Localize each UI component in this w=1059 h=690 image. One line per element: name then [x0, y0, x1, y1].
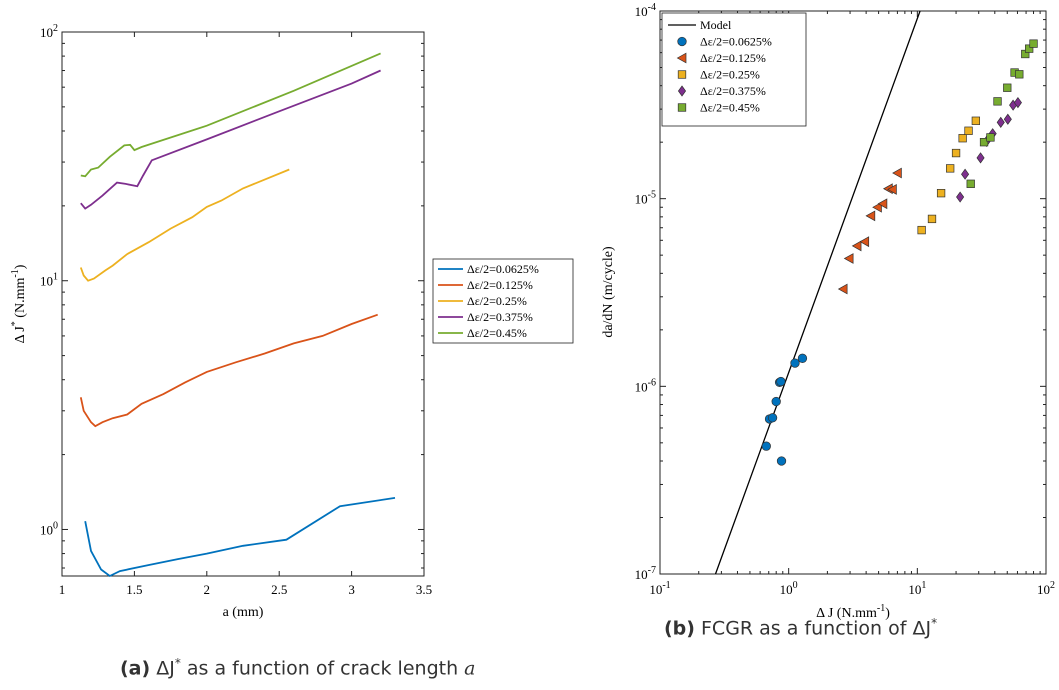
series-line-a-2	[79, 168, 290, 282]
caption-b-label: (b)	[664, 617, 695, 640]
x-tick-label-a: 2	[204, 582, 211, 597]
legend-entry-b: Δε/2=0.25%	[700, 68, 760, 82]
data-point-b-4	[1015, 70, 1024, 79]
y-tick-label-b: 10-6	[635, 377, 656, 394]
data-point-b-4	[1025, 44, 1034, 53]
data-point-b-0	[761, 441, 771, 451]
legend-entry-a: Δε/2=0.45%	[467, 326, 527, 340]
data-point-b-0	[767, 413, 778, 423]
data-point-b-3	[956, 191, 965, 203]
caption-a: (a) ΔJ* as a function of crack length a	[120, 656, 476, 680]
data-point-b-1	[865, 210, 876, 222]
legend-entry-b: Δε/2=0.375%	[700, 84, 766, 98]
series-line-a-3	[80, 69, 381, 210]
data-point-b-1	[872, 201, 882, 213]
x-tick-label-a: 3	[348, 582, 355, 597]
legend-entry-a: Δε/2=0.0625%	[467, 262, 539, 276]
data-point-b-1	[851, 240, 862, 252]
data-point-b-2	[946, 164, 955, 173]
y-tick-label-b: 10-7	[635, 565, 656, 582]
x-tick-label-b: 10-1	[649, 580, 670, 597]
data-point-b-0	[776, 456, 787, 466]
legend-entry-a: Δε/2=0.25%	[467, 294, 527, 308]
data-point-b-4	[986, 133, 995, 142]
y-axis-label-a: Δ J* (N.mm-1)	[10, 264, 28, 343]
legend-entry-a: Δε/2=0.375%	[467, 310, 533, 324]
x-tick-label-b: 100	[780, 580, 798, 597]
legend-a: Δε/2=0.0625% Δε/2=0.125% Δε/2=0.25% Δε/2=0.…	[432, 258, 574, 344]
caption-b-symbol: ΔJ	[912, 617, 932, 640]
data-point-b-3	[961, 168, 970, 180]
y-tick-label-a: 102	[40, 23, 58, 40]
data-point-b-2	[917, 225, 926, 235]
x-axis-label-a: a (mm)	[223, 605, 264, 620]
chart-b: 10-1 100 101 102 10-7 10-6 10-5 10-4 Δ J (N.mm…	[601, 2, 1055, 621]
data-point-b-0	[776, 376, 786, 387]
data-point-b-1	[887, 184, 897, 195]
data-point-b-1	[877, 198, 888, 210]
data-point-b-3	[1003, 113, 1012, 125]
series-line-a-0	[84, 497, 396, 578]
legend-swatch-b	[677, 70, 687, 79]
data-point-b-4	[979, 138, 989, 147]
data-point-b-1	[837, 283, 848, 295]
plot-area-a	[61, 31, 425, 577]
data-point-b-4	[1029, 39, 1038, 48]
series-line-a-1	[79, 313, 379, 428]
legend-swatch-b	[676, 52, 687, 64]
series-line-a-4	[80, 52, 381, 178]
plot-area-b	[659, 10, 1047, 575]
model-line	[714, 10, 921, 575]
legend-entry-a: Δε/2=0.125%	[467, 278, 533, 292]
caption-b-text: FCGR as a function of	[694, 617, 913, 640]
legend-entry-b: Δε/2=0.0625%	[700, 35, 772, 49]
data-point-b-0	[797, 353, 808, 363]
x-tick-label-a: 1	[59, 582, 66, 597]
data-point-b-0	[771, 396, 781, 407]
x-tick-label-a: 2.5	[271, 582, 287, 597]
data-point-b-1	[892, 167, 902, 179]
data-point-b-1	[859, 236, 870, 248]
data-point-b-4	[1003, 83, 1012, 92]
data-point-b-2	[936, 189, 946, 198]
data-point-b-2	[951, 148, 961, 158]
data-point-b-1	[843, 253, 854, 264]
y-tick-label-b: 10-5	[635, 190, 656, 207]
data-point-b-3	[996, 116, 1005, 128]
caption-b-sup: *	[931, 616, 938, 630]
data-point-b-4	[966, 179, 975, 188]
x-tick-label-a: 1.5	[126, 582, 142, 597]
y-tick-label-a: 100	[40, 520, 58, 537]
data-point-b-2	[958, 134, 967, 143]
data-point-b-4	[993, 97, 1002, 106]
x-tick-label-b: 102	[1037, 580, 1055, 597]
data-point-b-2	[964, 126, 973, 135]
y-tick-label-b: 10-4	[635, 2, 656, 19]
x-tick-label-b: 101	[908, 580, 926, 597]
x-axis-label-b: Δ J (N.mm-1)	[816, 603, 890, 621]
y-tick-label-a: 101	[40, 272, 58, 289]
caption-b: (b) FCGR as a function of ΔJ*	[664, 616, 937, 639]
data-point-b-3	[1013, 97, 1022, 109]
legend-swatch-b	[677, 85, 687, 97]
legend-entry-b: Δε/2=0.125%	[700, 51, 766, 65]
legend-entry-b: Model	[700, 18, 732, 32]
data-point-b-0	[790, 358, 800, 368]
legend-swatch-b	[677, 36, 687, 47]
data-point-b-2	[927, 214, 937, 224]
y-axis-label-b: da/dN (m/cycle)	[601, 246, 616, 338]
data-point-b-2	[971, 116, 981, 125]
legend-b: Model Δε/2=0.0625% Δε/2=0.125% Δε/2=0.25% Δε…	[661, 12, 807, 127]
data-point-b-3	[976, 152, 985, 164]
x-tick-label-a: 3.5	[416, 582, 432, 597]
legend-entry-b: Δε/2=0.45%	[700, 101, 760, 115]
chart-a: 1 1.5 2 2.5 3 3.5 100 101 102 a (mm) Δ J* (N.mm…	[10, 23, 574, 620]
legend-swatch-b	[677, 103, 687, 112]
